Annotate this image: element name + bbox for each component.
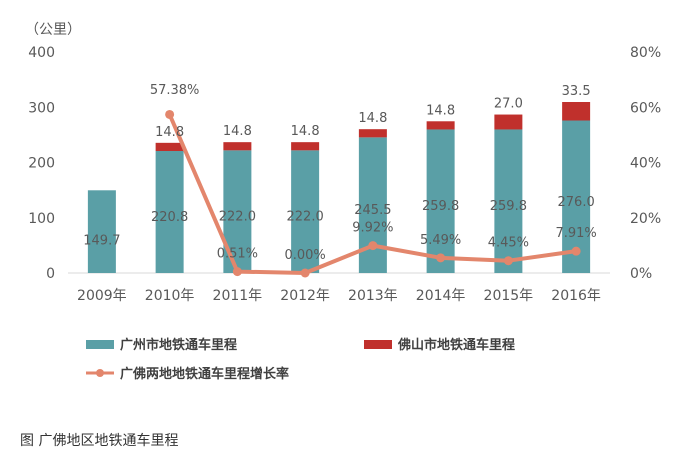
x-tick-label: 2015年	[484, 288, 534, 304]
y-right-tick-label: 40%	[630, 156, 661, 172]
y-left-tick-label: 200	[28, 156, 55, 172]
growth-point	[368, 241, 378, 251]
label-foshan: 14.8	[155, 125, 184, 140]
y-right-tick-label: 80%	[630, 45, 661, 61]
bar-foshan	[358, 129, 387, 138]
label-foshan: 14.8	[291, 124, 320, 139]
legend-swatch-growth-marker	[96, 369, 104, 377]
y-right-tick-label: 60%	[630, 100, 661, 116]
label-growth: 4.45%	[488, 236, 529, 251]
x-tick-label: 2016年	[551, 288, 601, 304]
legend-label-growth: 广佛两地地铁通车里程增长率	[120, 366, 289, 382]
label-guangzhou: 276.0	[558, 195, 595, 210]
label-guangzhou: 222.0	[219, 210, 256, 225]
y-right-tick-label: 20%	[630, 211, 661, 227]
x-tick-label: 2009年	[77, 288, 127, 304]
x-tick-label: 2012年	[280, 288, 330, 304]
x-tick-label: 2013年	[348, 288, 398, 304]
y-left-tick-label: 300	[28, 100, 55, 116]
bar-guangzhou	[494, 129, 523, 273]
bar-foshan	[223, 142, 252, 151]
data-labels: 149.7 220.8 14.8 222.0 14.8 222.0 14.8 245.5 14.…	[83, 83, 597, 263]
y-left-tick-label: 400	[28, 45, 55, 61]
label-growth: 7.91%	[555, 226, 596, 241]
label-growth: 0.51%	[217, 247, 258, 262]
y-left-tick-label: 100	[28, 211, 55, 227]
label-guangzhou: 222.0	[287, 210, 324, 225]
label-foshan: 14.8	[426, 103, 455, 118]
legend-swatch-foshan	[364, 340, 392, 349]
bars	[87, 102, 591, 273]
y-axis-left: 0 100 200 300 400	[28, 45, 55, 282]
legend-label-foshan: 佛山市地铁通车里程	[397, 337, 515, 353]
bar-foshan	[562, 102, 591, 121]
label-foshan: 14.8	[223, 124, 252, 139]
bar-foshan	[494, 114, 523, 130]
growth-point	[165, 109, 175, 119]
growth-point	[503, 256, 513, 266]
x-axis: 2009年 2010年 2011年 2012年 2013年 2014年 2015年 2016年	[77, 288, 601, 304]
label-guangzhou: 149.7	[83, 234, 120, 249]
bar-guangzhou	[291, 150, 320, 273]
figure-caption: 图 广佛地区地铁通车里程	[20, 433, 179, 449]
y-left-tick-label: 0	[46, 266, 55, 282]
bar-foshan	[426, 121, 455, 130]
label-guangzhou: 259.8	[490, 199, 527, 214]
label-guangzhou: 245.5	[354, 203, 391, 218]
y-right-tick-label: 0%	[630, 266, 652, 282]
label-guangzhou: 220.8	[151, 210, 188, 225]
bar-foshan	[155, 142, 184, 152]
growth-point	[436, 253, 446, 263]
bar-guangzhou	[155, 151, 184, 273]
bar-guangzhou	[426, 129, 455, 273]
legend-swatch-guangzhou	[86, 340, 114, 349]
x-tick-label: 2014年	[416, 288, 466, 304]
label-foshan: 27.0	[494, 97, 523, 112]
growth-point	[571, 246, 581, 256]
label-growth: 5.49%	[420, 233, 461, 248]
legend-label-guangzhou: 广州市地铁通车里程	[120, 337, 237, 353]
label-growth: 9.92%	[352, 221, 393, 236]
x-tick-label: 2010年	[145, 288, 195, 304]
label-foshan: 33.5	[562, 84, 591, 99]
y-axis-right: 0% 20% 40% 60% 80%	[630, 45, 661, 282]
label-growth: 0.00%	[284, 248, 325, 263]
growth-line	[165, 109, 581, 278]
x-tick-label: 2011年	[213, 288, 263, 304]
bar-foshan	[291, 142, 320, 151]
label-foshan: 14.8	[358, 111, 387, 126]
y-axis-unit-label: （公里）	[25, 22, 81, 38]
growth-point	[300, 268, 310, 278]
growth-point	[232, 267, 242, 277]
bar-guangzhou	[87, 190, 116, 273]
label-growth: 57.38%	[150, 83, 200, 98]
label-guangzhou: 259.8	[422, 199, 459, 214]
